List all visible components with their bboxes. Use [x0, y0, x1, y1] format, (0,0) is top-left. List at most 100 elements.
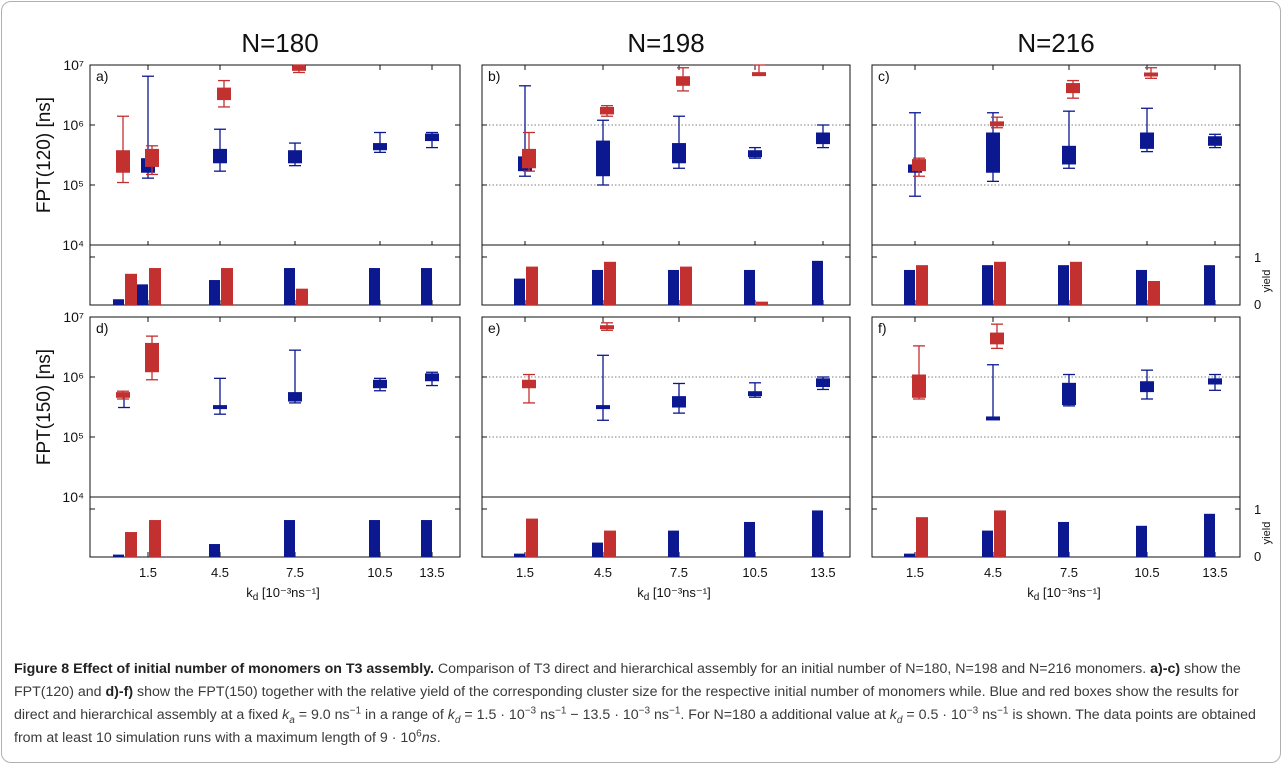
yield-bar-hierarchical [756, 301, 768, 305]
yield-bar-direct [592, 269, 603, 305]
hierarchical-box [990, 332, 1004, 345]
yield-bar-direct [668, 269, 679, 305]
y-tick-label: 10⁴ [62, 489, 84, 505]
yield-bar-hierarchical [994, 261, 1006, 305]
x-tick-label: 10.5 [1134, 565, 1159, 580]
yield-bar-direct [209, 280, 220, 305]
yield-bar-direct [1136, 269, 1147, 305]
caption-text: - [1162, 661, 1168, 677]
caption-math: −3 [638, 705, 651, 717]
x-tick-label: 4.5 [211, 565, 229, 580]
direct-box [1208, 136, 1222, 146]
yield-bar-direct [1204, 513, 1215, 557]
caption-text: . [436, 730, 441, 746]
yield-bar-direct [421, 520, 432, 557]
yield-tick-label: 1 [1254, 250, 1261, 265]
yield-bar-direct [369, 268, 380, 305]
caption-text: ns [536, 707, 556, 723]
direct-box [672, 143, 686, 164]
direct-box [213, 148, 227, 164]
yield-bar-direct [1204, 265, 1215, 305]
yield-bar-hierarchical [221, 268, 233, 305]
caption-text: − 13.5 · 10 [566, 707, 639, 723]
direct-box [1062, 145, 1076, 165]
panel-label: f) [878, 320, 887, 336]
caption-ref: a) [1150, 661, 1163, 677]
x-tick-label: 1.5 [139, 565, 157, 580]
y-tick-label: 10⁷ [63, 57, 84, 73]
caption-ref: f) [123, 684, 134, 700]
x-axis-label: kd [10⁻³ns⁻¹] [1027, 585, 1100, 603]
x-tick-label: 4.5 [984, 565, 1002, 580]
direct-box [1140, 381, 1154, 393]
caption-text: show the FPT(150) together with the rela… [14, 684, 1239, 723]
yield-bar-hierarchical [1070, 261, 1082, 305]
yield-bar-direct [1136, 525, 1147, 557]
x-axis-label: kd [10⁻³ns⁻¹] [637, 585, 710, 603]
hierarchical-box [145, 342, 159, 373]
hierarchical-box [292, 65, 306, 71]
yield-bar-direct [514, 553, 525, 557]
figure-caption: Figure 8 Effect of initial number of mon… [14, 658, 1272, 750]
caption-text: - [118, 684, 124, 700]
yield-bar-direct [744, 269, 755, 305]
x-tick-label: 4.5 [594, 565, 612, 580]
hierarchical-box [145, 148, 159, 167]
caption-math: ns [421, 730, 437, 746]
x-tick-label: 7.5 [670, 565, 688, 580]
caption-math: −1 [668, 705, 681, 717]
x-tick-label: 1.5 [906, 565, 924, 580]
yield-bar-hierarchical [526, 266, 538, 305]
x-tick-label: 13.5 [419, 565, 444, 580]
y-tick-label: 10⁴ [62, 237, 84, 253]
yield-tick-label: 1 [1254, 502, 1261, 517]
direct-box [672, 396, 686, 408]
direct-box [425, 373, 439, 382]
hierarchical-box [600, 325, 614, 330]
panel-label: a) [96, 68, 108, 84]
hierarchical-box [522, 148, 536, 169]
caption-text: = 9.0 ns [294, 707, 350, 723]
panel-label: b) [488, 68, 500, 84]
hierarchical-box [600, 106, 614, 115]
direct-box [1062, 382, 1076, 406]
caption-math: k [889, 707, 897, 723]
yield-bar-hierarchical [916, 265, 928, 305]
yield-bar-direct [592, 542, 603, 557]
direct-box [425, 133, 439, 142]
caption-math: −3 [966, 705, 979, 717]
direct-box [816, 132, 830, 145]
direct-box [1208, 378, 1222, 385]
hierarchical-box [116, 150, 130, 173]
yield-bar-direct [284, 268, 295, 305]
yield-bar-hierarchical [526, 518, 538, 557]
caption-math: d [454, 714, 461, 726]
direct-box [288, 392, 302, 402]
x-tick-label: 13.5 [1202, 565, 1227, 580]
yield-bar-direct [1058, 521, 1069, 557]
direct-box [986, 416, 1000, 421]
hierarchical-box [1066, 83, 1080, 94]
x-tick-label: 13.5 [810, 565, 835, 580]
caption-math: −1 [349, 705, 362, 717]
caption-text: ns [978, 707, 998, 723]
hierarchical-box [116, 392, 130, 398]
hierarchical-box [990, 121, 1004, 127]
column-title: N=180 [241, 28, 318, 58]
direct-box [373, 379, 387, 389]
yield-bar-direct [284, 520, 295, 557]
column-title: N=198 [627, 28, 704, 58]
caption-text: = 1.5 · 10 [460, 707, 525, 723]
yield-bar-direct [668, 530, 679, 557]
yield-bar-hierarchical [296, 288, 308, 305]
yield-bar-direct [421, 268, 432, 305]
y-tick-label: 10⁶ [63, 369, 84, 385]
panel-label: c) [878, 68, 890, 84]
direct-box [213, 405, 227, 410]
figure-canvas: N=180 N=198 N=216 10⁷ 10⁶ 10⁵ 10⁴ FPT(120) [ns]… [34, 28, 1273, 603]
direct-box [748, 391, 762, 397]
hierarchical-box [676, 76, 690, 86]
x-axis-label: kd [10⁻³ns⁻¹] [246, 585, 319, 603]
caption-math: a [289, 714, 295, 726]
